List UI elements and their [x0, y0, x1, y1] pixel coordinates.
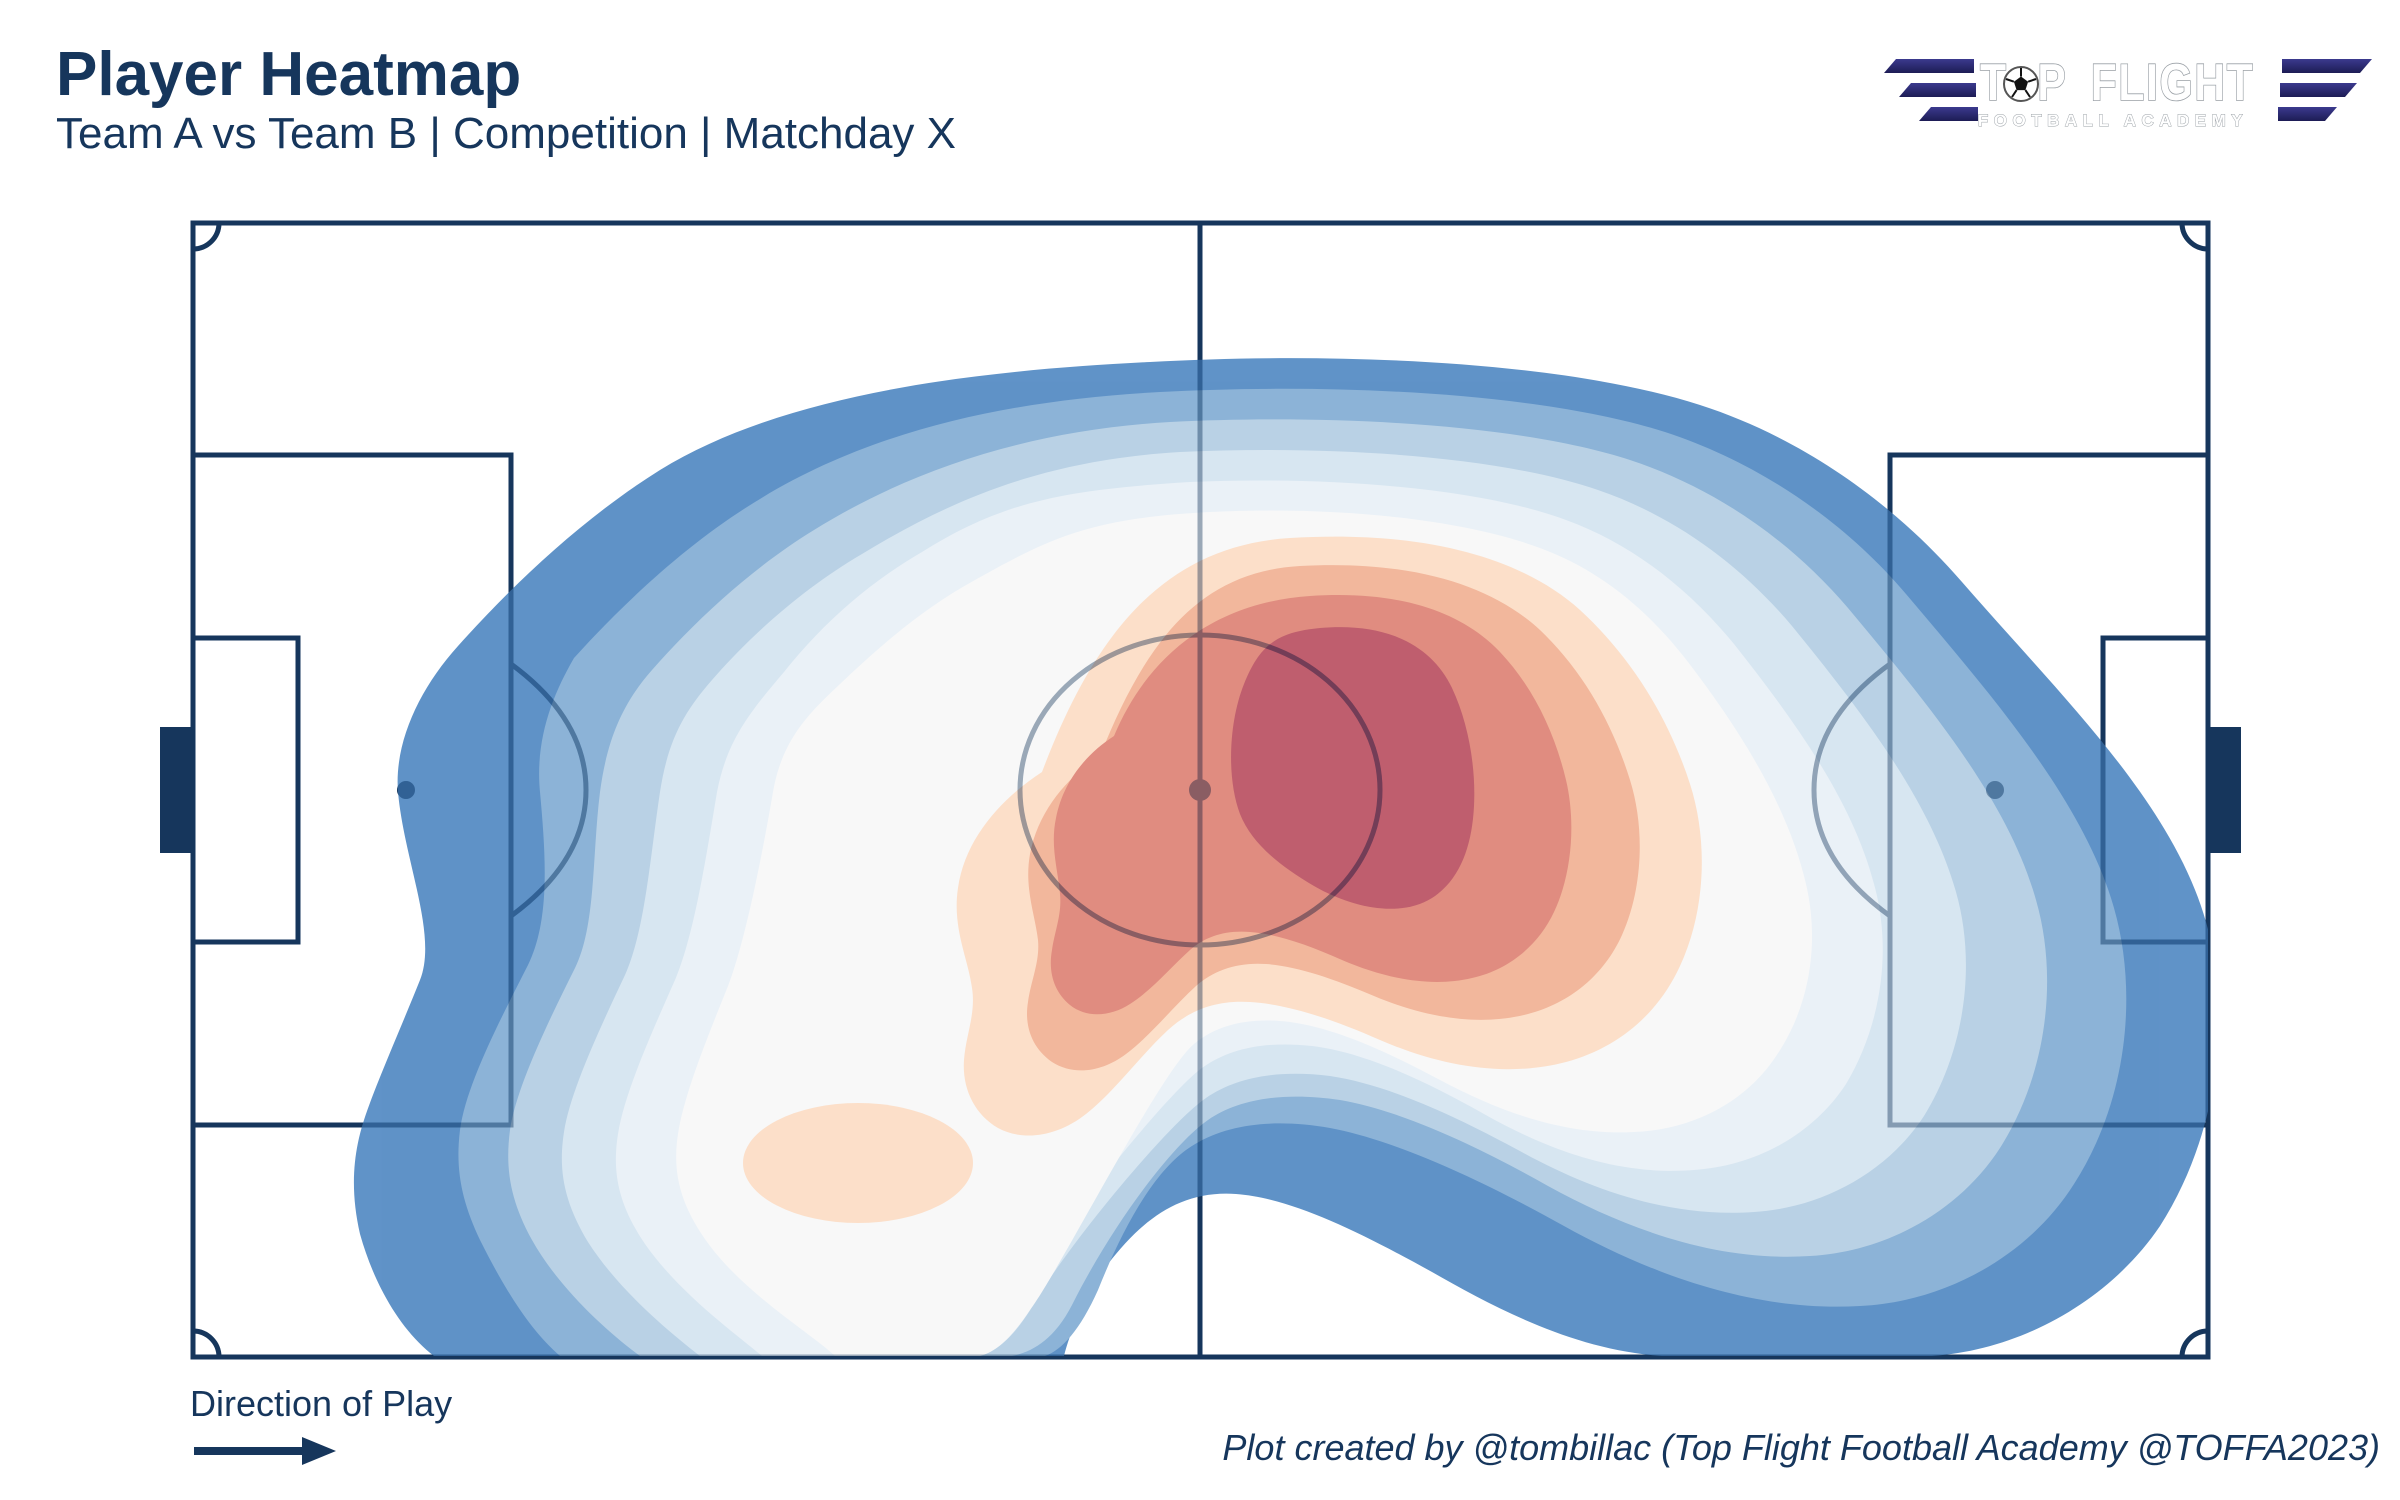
kde-band-7-secondary-spot [743, 1103, 973, 1223]
left-wing-icon [1884, 59, 1978, 121]
kde-band-10 [1231, 627, 1475, 909]
credit-line: Plot created by @tombillac (Top Flight F… [1222, 1427, 2380, 1468]
direction-arrow-icon [194, 1437, 336, 1465]
top-flight-logo: T P FLIGHT FOOTBALL ACADEMY [1884, 53, 2372, 130]
page-title: Player Heatmap [56, 40, 522, 109]
logo-word-t: T [1980, 54, 2008, 112]
direction-of-play-label: Direction of Play [190, 1383, 453, 1424]
right-wing-icon [2278, 59, 2372, 121]
kde-heatmap [353, 358, 2208, 1357]
logo-word-p: P [2037, 54, 2067, 112]
soccer-ball-icon [2003, 66, 2039, 102]
page-subtitle: Team A vs Team B | Competition | Matchda… [56, 109, 957, 158]
logo-word-flight: FLIGHT [2091, 54, 2255, 112]
six-yard-box-left [190, 635, 301, 945]
logo-tagline: FOOTBALL ACADEMY [1978, 111, 2248, 130]
